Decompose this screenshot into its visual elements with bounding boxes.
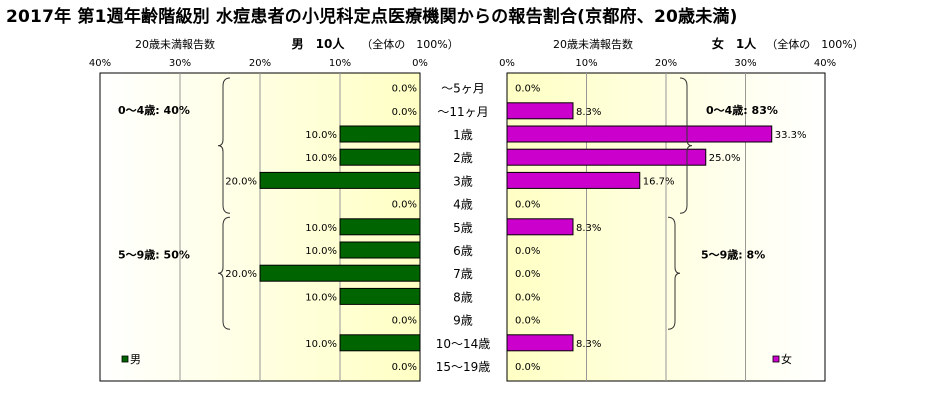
male-value-label: 0.0%	[392, 107, 417, 118]
male-bar	[339, 334, 421, 352]
male-bar	[339, 148, 421, 166]
left-axis-title: 20歳未満報告数	[135, 38, 215, 51]
female-value-label: 0.0%	[515, 362, 540, 373]
right-brace-5-9	[667, 216, 681, 330]
female-value-label: 16.7%	[643, 176, 675, 187]
male-value-label: 10.0%	[305, 153, 337, 164]
right-tick-label: 0%	[499, 58, 515, 69]
male-value-label: 20.0%	[225, 176, 257, 187]
female-value-label: 8.3%	[576, 223, 601, 234]
male-value-label: 0.0%	[392, 84, 417, 95]
male-value-label: 20.0%	[225, 269, 257, 280]
female-value-label: 0.0%	[515, 292, 540, 303]
legend-label-female: 女	[781, 352, 792, 366]
female-value-label: 0.0%	[515, 200, 540, 211]
left-tick-label: 0%	[412, 58, 428, 69]
category-label: 7歳	[453, 267, 473, 281]
category-label: 2歳	[453, 151, 473, 165]
female-value-label: 33.3%	[775, 130, 807, 141]
category-label: 9歳	[453, 314, 473, 328]
male-value-label: 10.0%	[305, 223, 337, 234]
right-group-label-0-4: 0～4歳: 83%	[706, 103, 778, 117]
left-brace-0-4	[217, 77, 231, 214]
left-tick-label: 20%	[249, 58, 271, 69]
category-label: 5歳	[453, 221, 473, 235]
male-value-label: 0.0%	[392, 200, 417, 211]
male-bar	[259, 171, 421, 189]
right-brace-0-4	[679, 77, 693, 214]
female-value-label: 8.3%	[576, 339, 601, 350]
left-brace-5-9	[217, 216, 231, 330]
male-value-label: 10.0%	[305, 292, 337, 303]
female-value-label: 25.0%	[709, 153, 741, 164]
left-tick-label: 40%	[89, 58, 111, 69]
legend-swatch-female	[772, 355, 780, 363]
female-bar	[506, 171, 641, 189]
female-bar	[506, 218, 574, 236]
male-bar	[339, 241, 421, 259]
female-bar	[506, 334, 574, 352]
male-value-label: 10.0%	[305, 246, 337, 257]
left-total-note: （全体の 100%）	[361, 37, 458, 51]
right-tick-label: 40%	[814, 58, 836, 69]
category-label: ～5ヶ月	[441, 82, 485, 96]
right-tick-label: 20%	[655, 58, 677, 69]
category-label: ～11ヶ月	[437, 105, 488, 119]
left-group-label-0-4: 0～4歳: 40%	[118, 103, 190, 117]
female-bar	[506, 102, 574, 120]
category-label: 1歳	[453, 128, 473, 142]
male-value-label: 10.0%	[305, 130, 337, 141]
right-tick-label: 30%	[734, 58, 756, 69]
left-group-label-5-9: 5～9歳: 50%	[118, 248, 190, 262]
male-bar	[339, 287, 421, 305]
right-axis-title: 20歳未満報告数	[553, 38, 633, 51]
category-label: 8歳	[453, 290, 473, 304]
female-bar	[506, 148, 707, 166]
male-value-label: 10.0%	[305, 339, 337, 350]
chart-title: 2017年 第1週年齢階級別 水痘患者の小児科定点医療機関からの報告割合(京都府…	[6, 7, 738, 27]
category-label: 3歳	[453, 174, 473, 188]
left-count-label: 男 10人	[292, 36, 346, 51]
male-value-label: 0.0%	[392, 316, 417, 327]
male-bar	[339, 125, 421, 143]
female-value-label: 8.3%	[576, 107, 601, 118]
left-tick-label: 10%	[329, 58, 351, 69]
category-label: 15～19歳	[436, 360, 491, 374]
category-label: 4歳	[453, 198, 473, 212]
female-value-label: 0.0%	[515, 316, 540, 327]
male-bar	[259, 264, 421, 282]
category-label: 6歳	[453, 244, 473, 258]
right-tick-label: 10%	[575, 58, 597, 69]
female-value-label: 0.0%	[515, 246, 540, 257]
legend-label-male: 男	[130, 353, 141, 366]
female-value-label: 0.0%	[515, 269, 540, 280]
left-tick-label: 30%	[169, 58, 191, 69]
right-group-label-5-9: 5～9歳: 8%	[701, 248, 765, 262]
legend-swatch-male	[121, 355, 129, 363]
female-value-label: 0.0%	[515, 84, 540, 95]
right-count-label: 女 1人	[712, 36, 757, 51]
female-bar	[506, 125, 773, 143]
right-total-note: （全体の 100%）	[766, 37, 863, 51]
category-label: 10～14歳	[436, 337, 491, 351]
male-value-label: 0.0%	[392, 362, 417, 373]
male-bar	[339, 218, 421, 236]
